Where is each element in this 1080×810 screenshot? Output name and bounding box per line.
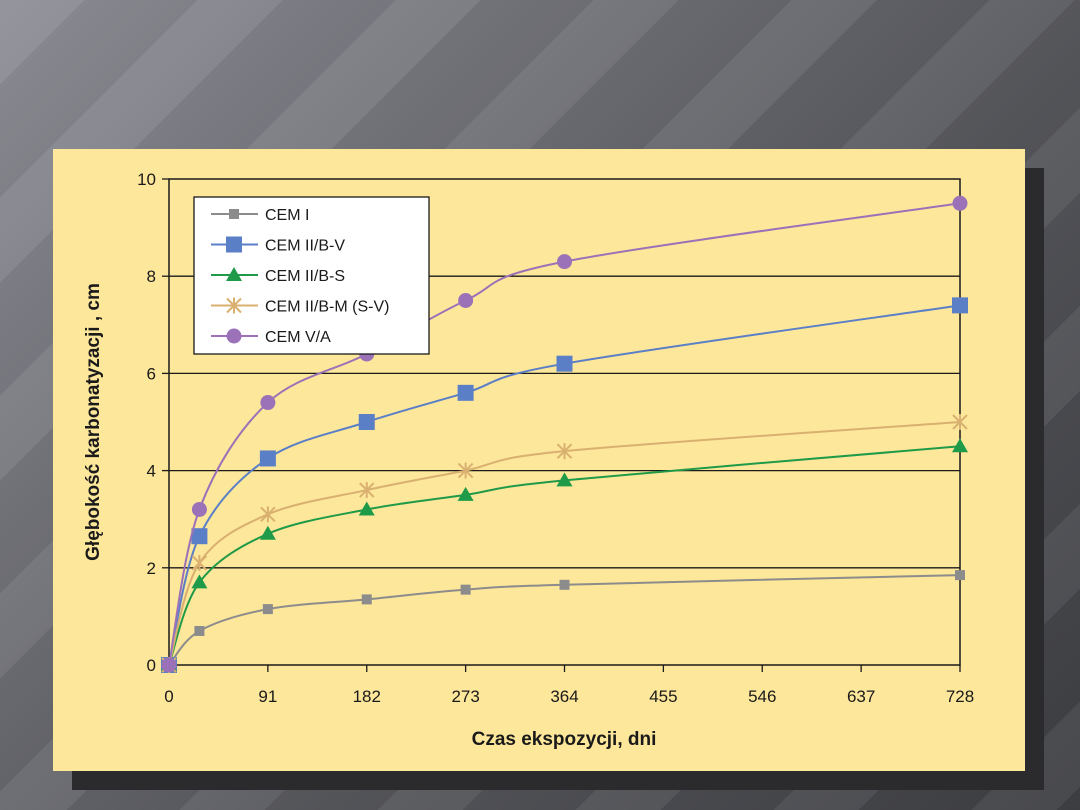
data-point — [161, 657, 177, 673]
data-point — [191, 574, 208, 589]
legend-item: CEM I — [211, 207, 309, 224]
data-point — [952, 195, 968, 211]
legend-label: CEM I — [265, 207, 309, 224]
x-tick-label: 728 — [946, 687, 974, 706]
data-point — [556, 443, 573, 460]
y-tick-label: 10 — [137, 170, 156, 189]
y-tick-label: 4 — [147, 462, 156, 481]
data-point — [457, 462, 474, 479]
legend-swatch-marker — [226, 328, 242, 344]
series-cem-ii-b-m-s-v — [161, 414, 968, 673]
x-tick-label: 637 — [847, 687, 875, 706]
data-point — [262, 604, 273, 615]
data-point — [559, 579, 570, 590]
y-axis-title: Głębokość karbonatyzacji , cm — [83, 283, 104, 561]
data-point — [191, 528, 208, 545]
y-tick-label: 6 — [147, 364, 156, 383]
x-axis-title: Czas ekspozycji, dni — [472, 729, 657, 750]
legend-item: CEM II/B-M (S-V) — [211, 297, 389, 316]
x-tick-label: 182 — [353, 687, 381, 706]
x-tick-label: 455 — [649, 687, 677, 706]
series-cem-ii-b-v — [161, 297, 968, 673]
legend-item: CEM II/B-S — [211, 267, 345, 285]
x-axis-ticks: 0 91 182 273 364 455 546 637 728 — [164, 665, 974, 706]
x-tick-label: 364 — [550, 687, 578, 706]
data-point — [952, 414, 968, 430]
legend-label: CEM II/B-M (S-V) — [265, 299, 389, 316]
data-point — [458, 293, 474, 308]
y-tick-label: 8 — [147, 267, 156, 286]
legend-swatch-marker — [229, 209, 239, 219]
data-point — [259, 525, 276, 540]
legend-label: CEM II/B-V — [265, 238, 345, 255]
data-point — [457, 384, 474, 401]
x-tick-label: 0 — [164, 687, 173, 706]
data-point — [259, 450, 276, 467]
data-point — [359, 482, 375, 499]
legend-swatch-marker — [226, 297, 242, 314]
series-cem-ii-b-s — [161, 438, 968, 671]
legend-swatch-marker — [226, 236, 242, 253]
data-point — [952, 297, 968, 314]
data-point — [460, 584, 471, 595]
legend-item: CEM V/A — [211, 328, 331, 346]
data-point — [191, 554, 208, 571]
data-point — [556, 472, 573, 487]
y-tick-label: 2 — [147, 559, 156, 578]
y-tick-label: 0 — [147, 656, 156, 675]
x-tick-label: 546 — [748, 687, 776, 706]
y-axis-ticks: 0 2 4 6 8 10 — [137, 170, 169, 675]
data-point — [358, 414, 375, 430]
data-point — [194, 625, 205, 636]
series-line — [168, 574, 961, 666]
data-point — [260, 395, 276, 411]
series-line — [168, 445, 961, 666]
data-point — [358, 501, 375, 516]
x-tick-label: 91 — [258, 687, 277, 706]
series-cem-i — [164, 570, 965, 670]
data-point — [556, 355, 573, 372]
data-point — [457, 486, 474, 501]
x-tick-label: 273 — [451, 687, 479, 706]
series-group — [161, 195, 968, 673]
data-point — [557, 254, 572, 270]
legend: CEM I CEM II/B-V CEM II/B-S CEM II/B-M (S-V… — [193, 196, 430, 355]
legend-item: CEM II/B-V — [211, 236, 345, 255]
legend-label: CEM II/B-S — [265, 268, 345, 285]
data-point — [361, 594, 372, 605]
data-point — [191, 501, 207, 517]
data-point — [952, 438, 968, 453]
legend-swatch-marker — [226, 267, 242, 281]
data-point — [955, 570, 965, 581]
legend-label: CEM V/A — [265, 329, 331, 346]
data-point — [260, 506, 276, 523]
